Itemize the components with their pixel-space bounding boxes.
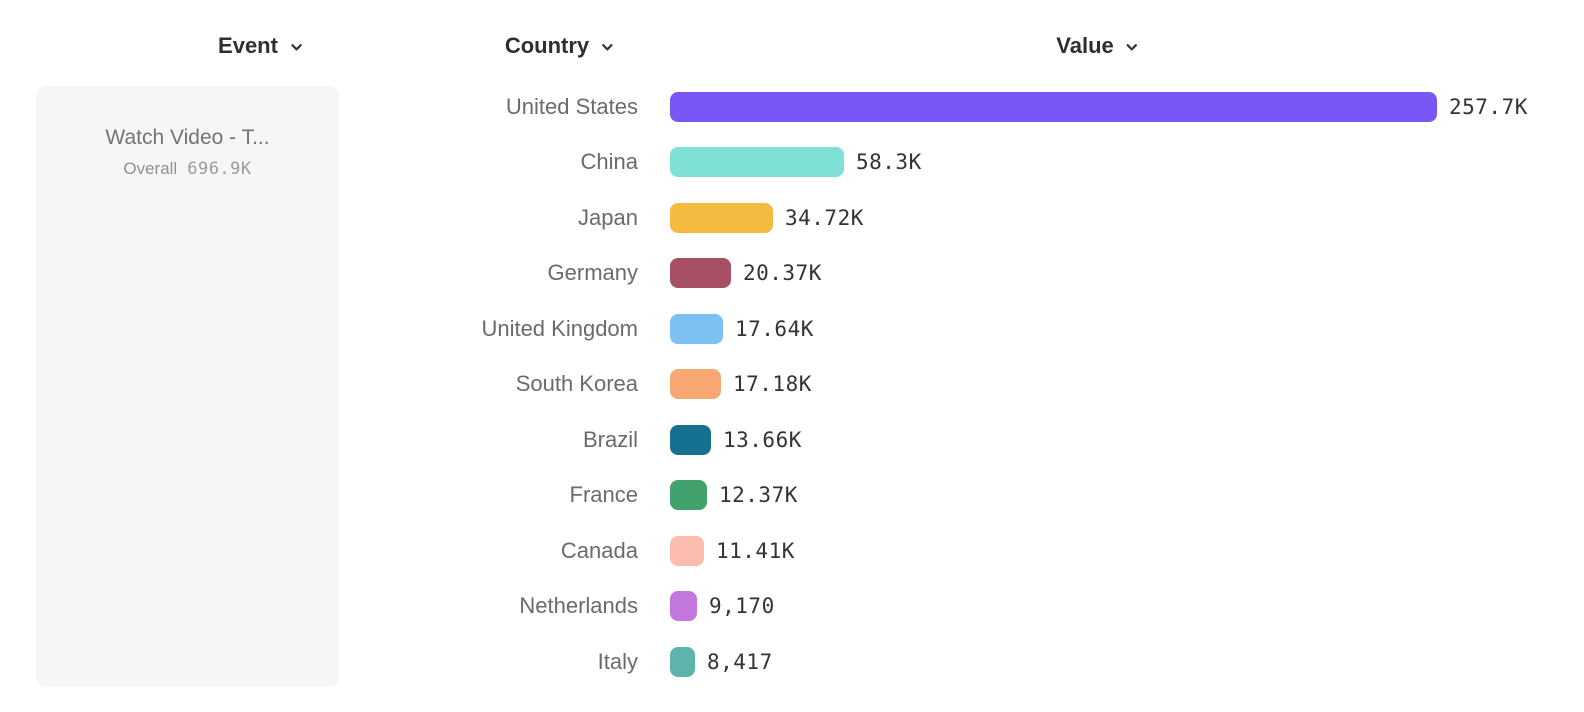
bar-area: 17.18K — [670, 369, 1584, 400]
value-label: 9,170 — [709, 594, 775, 619]
country-label: Brazil — [582, 426, 638, 452]
table-row: Canada 11.41K — [0, 523, 1584, 579]
bar-area: 12.37K — [670, 480, 1584, 511]
value-label: 17.18K — [733, 372, 812, 397]
value-bar[interactable] — [670, 591, 697, 622]
value-label: 11.41K — [716, 538, 795, 563]
country-label: China — [580, 149, 638, 175]
country-label: Japan — [578, 204, 638, 230]
value-label: 34.72K — [785, 205, 864, 230]
country-label: France — [569, 482, 638, 508]
value-bar[interactable] — [670, 91, 1437, 122]
bar-chart: United States 257.7K China 58.3K Japan 3… — [0, 79, 1584, 690]
value-label: 8,417 — [707, 649, 773, 674]
value-label: 58.3K — [856, 150, 922, 175]
country-label: South Korea — [515, 371, 638, 397]
value-bar[interactable] — [670, 313, 723, 344]
chevron-down-icon — [1125, 40, 1140, 55]
table-row: China 58.3K — [0, 135, 1584, 191]
table-row: United States 257.7K — [0, 79, 1584, 135]
value-bar[interactable] — [670, 535, 704, 566]
value-bar[interactable] — [670, 480, 707, 511]
event-card-title: Watch Video - T... — [105, 126, 270, 149]
country-label: Canada — [560, 537, 638, 563]
value-label: 13.66K — [723, 427, 802, 452]
value-bar[interactable] — [670, 147, 844, 178]
bar-area: 17.64K — [670, 313, 1584, 344]
country-label: Germany — [547, 260, 638, 286]
country-label: United Kingdom — [481, 315, 638, 341]
chevron-down-icon — [289, 40, 304, 55]
value-label: 17.64K — [735, 316, 814, 341]
value-column-header[interactable]: Value — [1056, 33, 1139, 59]
event-metric-label: Overall — [123, 159, 178, 178]
value-column-label: Value — [1056, 33, 1114, 58]
country-column-label: Country — [504, 33, 590, 58]
value-label: 20.37K — [743, 261, 822, 286]
bar-area: 34.72K — [670, 202, 1584, 233]
bar-area: 58.3K — [670, 147, 1584, 178]
bar-area: 257.7K — [670, 91, 1584, 122]
value-label: 257.7K — [1449, 94, 1528, 119]
table-row: Brazil 13.66K — [0, 412, 1584, 468]
table-row: Germany 20.37K — [0, 246, 1584, 302]
event-column-label: Event — [218, 33, 278, 58]
event-column-header[interactable]: Event — [218, 33, 304, 59]
country-label: Netherlands — [519, 593, 638, 619]
country-column-header[interactable]: Country — [505, 33, 615, 59]
event-card-metric: Overall 696.9K — [36, 159, 339, 179]
chevron-down-icon — [600, 40, 615, 55]
bar-area: 11.41K — [670, 535, 1584, 566]
event-metric-value: 696.9K — [187, 159, 252, 179]
value-bar[interactable] — [670, 369, 721, 400]
event-card[interactable]: Watch Video - T... Overall 696.9K — [36, 86, 339, 687]
value-bar[interactable] — [670, 258, 731, 289]
country-label: United States — [505, 93, 638, 119]
bar-area: 13.66K — [670, 424, 1584, 455]
table-row: South Korea 17.18K — [0, 357, 1584, 413]
table-row: France 12.37K — [0, 468, 1584, 524]
value-bar[interactable] — [670, 202, 773, 233]
value-bar[interactable] — [670, 424, 711, 455]
country-label: Italy — [597, 648, 638, 674]
table-row: Italy 8,417 — [0, 634, 1584, 690]
table-row: United Kingdom 17.64K — [0, 301, 1584, 357]
table-row: Netherlands 9,170 — [0, 579, 1584, 635]
table-row: Japan 34.72K — [0, 190, 1584, 246]
bar-area: 9,170 — [670, 591, 1584, 622]
bar-area: 8,417 — [670, 646, 1584, 677]
value-label: 12.37K — [719, 483, 798, 508]
bar-area: 20.37K — [670, 258, 1584, 289]
value-bar[interactable] — [670, 646, 695, 677]
